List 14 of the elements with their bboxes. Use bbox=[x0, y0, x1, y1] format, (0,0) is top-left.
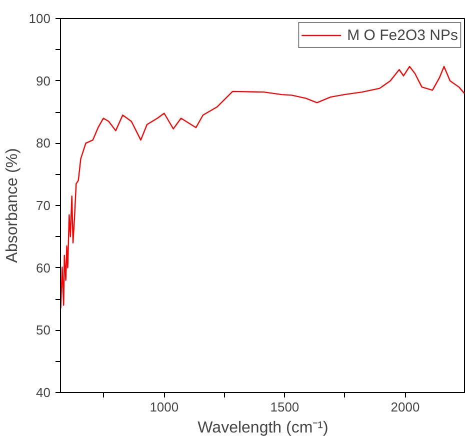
line-series bbox=[60, 66, 465, 309]
y-tick-label: 100 bbox=[28, 11, 51, 26]
y-axis-title: Absorbance (%) bbox=[4, 148, 21, 263]
y-tick-label: 90 bbox=[36, 73, 51, 88]
x-tick-label: 2000 bbox=[390, 400, 420, 414]
y-tick-label: 60 bbox=[36, 260, 51, 276]
y-tick-label: 50 bbox=[36, 322, 51, 338]
x-tick-label: 1500 bbox=[270, 400, 300, 414]
y-tick-label: 70 bbox=[36, 198, 51, 213]
x-tick-label: 1000 bbox=[150, 400, 179, 414]
legend-label: M O Fe2O3 NPs bbox=[347, 26, 458, 44]
x-axis-title: Wavelength (cm⁻¹) bbox=[198, 420, 328, 436]
y-tick-label: 80 bbox=[36, 136, 51, 151]
y-tick-label: 40 bbox=[36, 385, 51, 400]
